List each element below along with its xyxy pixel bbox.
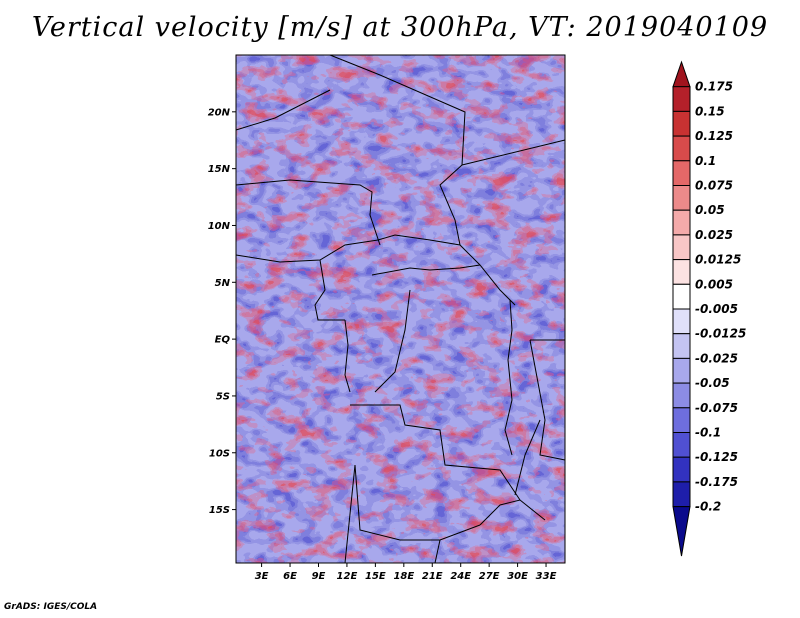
colorbar-bin: [672, 456, 691, 483]
colorbar-bin: [672, 333, 691, 359]
colorbar-label: -0.2: [695, 500, 721, 514]
colorbar-label: 0.005: [695, 277, 733, 291]
colorbar-bin: [672, 506, 691, 557]
chart-title: Vertical velocity [m/s] at 300hPa, VT: 2…: [31, 12, 769, 43]
border-line: [371, 264, 481, 276]
border-line: [354, 464, 481, 541]
colorbar-label: -0.05: [695, 376, 730, 390]
border-line: [377, 234, 516, 306]
colorbar-bin: [672, 283, 691, 310]
y-tick-label: 10S: [209, 448, 230, 459]
x-tick-label: 12E: [337, 571, 358, 582]
colorbar-label: 0.075: [695, 179, 733, 193]
x-tick-label: 30E: [507, 571, 528, 582]
colorbar-bin: [672, 432, 691, 458]
x-tick-label: 15E: [365, 571, 386, 582]
x-tick-label: 6E: [283, 571, 297, 582]
border-line: [235, 89, 331, 131]
y-tick-label: 5N: [215, 278, 231, 289]
x-tick-label: 24E: [450, 571, 471, 582]
colorbar-bin: [672, 209, 691, 236]
colorbar-bin: [672, 259, 691, 285]
colorbar-label: 0.05: [695, 203, 725, 217]
field-background: [236, 55, 565, 563]
x-axis: 3E 6E 9E 12E 15E 18E 21E 24E 27E 30E 33E: [255, 563, 557, 582]
colorbar-bin: [672, 185, 691, 211]
country-borders: [235, 54, 566, 564]
x-tick-label: 21E: [422, 571, 443, 582]
colorbar-label: -0.005: [695, 302, 738, 316]
colorbar: 0.175 0.15 0.125 0.1 0.075 0.05 0.025 0.0125 0.0…: [672, 60, 746, 557]
border-line: [504, 299, 513, 456]
y-tick-label: 20N: [208, 107, 231, 118]
y-tick-label: 15S: [209, 505, 230, 516]
x-tick-label: 27E: [479, 571, 500, 582]
border-line: [314, 259, 345, 321]
colorbar-label: 0.025: [695, 228, 733, 242]
plot-area: [235, 54, 566, 564]
x-tick-label: 18E: [393, 571, 414, 582]
border-line: [350, 404, 521, 501]
colorbar-bin: [672, 357, 691, 384]
colorbar-bin: [672, 110, 691, 137]
colorbar-bin: [672, 382, 691, 409]
colorbar-label: 0.125: [695, 129, 733, 143]
colorbar-bin: [672, 308, 691, 335]
colorbar-label: 0.0125: [695, 253, 741, 267]
colorbar-label: -0.125: [695, 450, 738, 464]
colorbar-label: -0.075: [695, 401, 738, 415]
colorbar-bin: [672, 160, 691, 187]
border-line: [434, 539, 441, 564]
border-line: [529, 339, 566, 461]
colorbar-bin: [672, 135, 691, 162]
x-tick-label: 9E: [312, 571, 326, 582]
colorbar-label: 0.175: [695, 80, 733, 94]
border-line: [235, 179, 381, 246]
border-line: [461, 139, 566, 166]
border-line: [344, 464, 356, 564]
y-tick-label: EQ: [215, 335, 231, 346]
x-tick-label: 33E: [536, 571, 557, 582]
colorbar-bin: [672, 481, 691, 508]
border-line: [514, 419, 541, 496]
colorbar-label: 0.15: [695, 104, 725, 118]
colorbar-label: -0.0125: [695, 327, 746, 341]
y-axis: 20N 15N 10N 5N EQ 5S 10S 15S: [208, 107, 236, 516]
grads-credit: GrADS: IGES/COLA: [4, 602, 98, 612]
border-line: [374, 289, 411, 393]
colorbar-bin: [672, 86, 691, 112]
colorbar-bin: [672, 407, 691, 433]
y-tick-label: 5S: [216, 391, 230, 402]
y-tick-label: 15N: [208, 164, 231, 175]
border-line: [344, 319, 351, 393]
colorbar-label: 0.1: [695, 154, 716, 168]
colorbar-bin: [672, 60, 691, 88]
x-tick-label: 3E: [255, 571, 269, 582]
border-line: [479, 499, 546, 526]
colorbar-bin: [672, 234, 691, 261]
colorbar-label: -0.025: [695, 351, 738, 365]
y-tick-label: 10N: [208, 221, 231, 232]
plot-frame: [235, 54, 566, 564]
colorbar-label: -0.175: [695, 475, 738, 489]
colorbar-label: -0.1: [695, 426, 721, 440]
